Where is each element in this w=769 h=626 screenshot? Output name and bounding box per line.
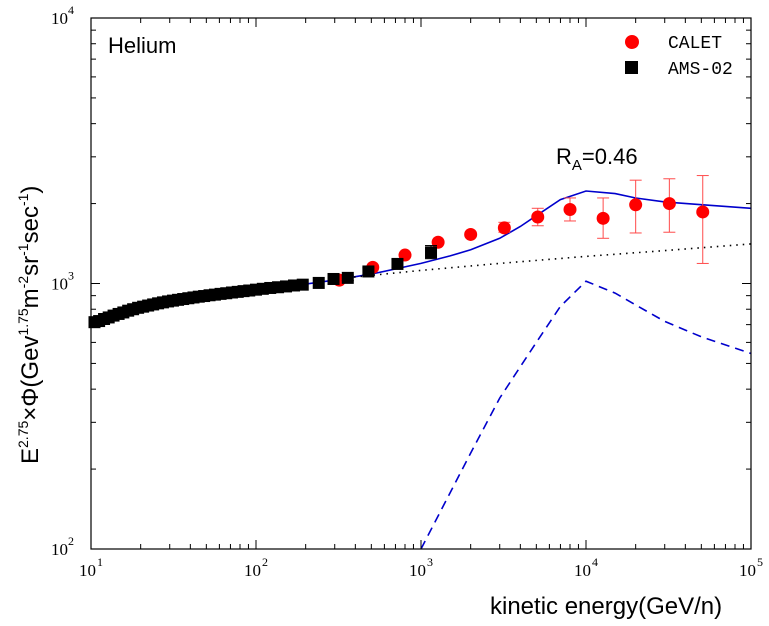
x-tick-label: 10 [739,561,756,580]
calet-point [497,221,511,235]
y-tick-exponent: 3 [68,269,74,283]
ams02-point [312,276,325,289]
x-tick-label: 10 [409,561,426,580]
model-background-curve [334,243,752,280]
calet-point [596,211,610,225]
calet-point [662,197,676,211]
ams02-point [296,278,309,291]
calet-point [629,198,643,212]
ams02-point [341,271,354,284]
calet-point [464,227,478,241]
x-tick-label: 10 [574,561,591,580]
y-axis-title: E2.75×Φ(Gev1.75m-2sr-1sec-1) [15,186,44,464]
calet-point [531,210,545,224]
calet-point [563,202,577,216]
y-tick-label: 10 [51,540,68,559]
x-tick-label: 10 [79,561,96,580]
ams02-point [327,272,340,285]
y-tick-exponent: 4 [68,3,74,17]
x-tick-label: 10 [244,561,261,580]
x-axis-title: kinetic energy(GeV/n) [490,593,722,620]
x-tick-exponent: 5 [757,555,763,569]
x-tick-exponent: 3 [427,555,433,569]
legend: CALET AMS-02 [625,34,733,80]
x-tick-exponent: 2 [262,555,268,569]
plot-frame [90,17,752,550]
y-tick-label: 10 [51,275,68,294]
x-tick-exponent: 4 [592,555,598,569]
ams02-point [425,246,438,259]
legend-label-calet: CALET [668,34,722,54]
ra-annotation: RA=0.46 [556,144,638,174]
panel-label: Helium [108,33,176,58]
x-tick-exponent: 1 [97,555,103,569]
ams02-point [362,265,375,278]
y-tick-exponent: 2 [68,534,74,548]
y-tick-label: 10 [51,9,68,28]
ams02-point [391,257,404,270]
legend-marker-ams02 [625,61,638,74]
calet-point [696,205,710,219]
model-source-curve [420,280,752,550]
legend-label-ams02: AMS-02 [668,60,733,80]
legend-marker-calet [625,35,639,49]
